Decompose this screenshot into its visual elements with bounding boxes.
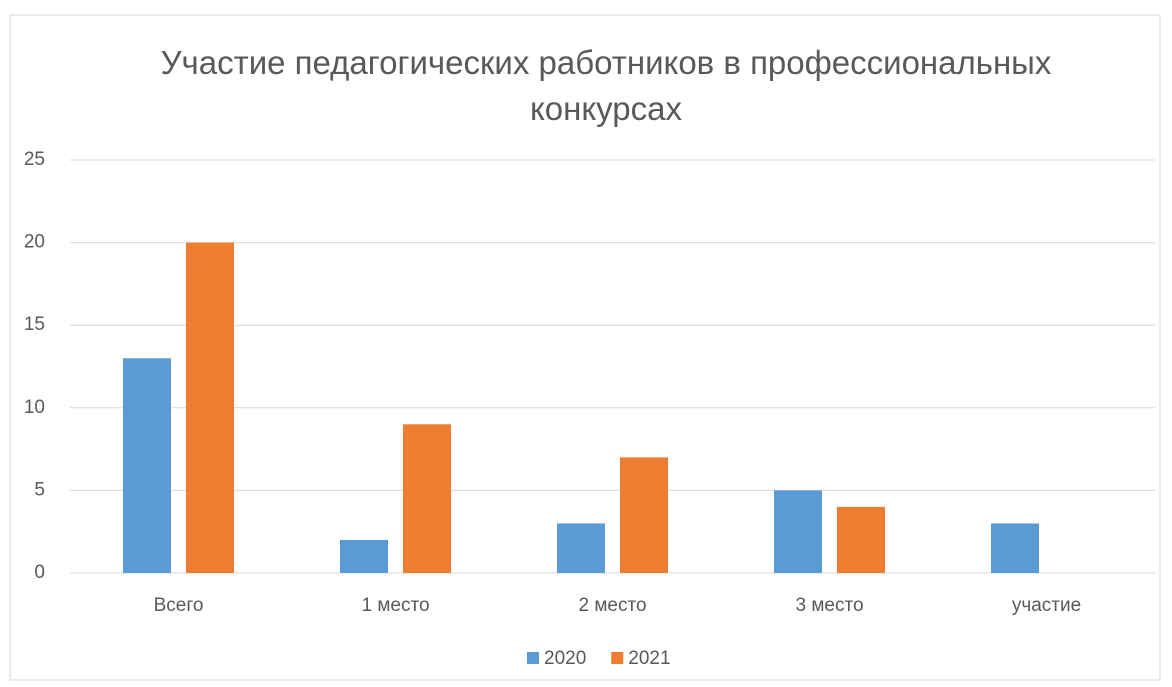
y-tick-label: 15	[24, 314, 45, 335]
bar	[991, 523, 1039, 573]
bar	[340, 539, 388, 573]
x-tick-label: участие	[1012, 595, 1081, 616]
legend-label: 2021	[628, 648, 670, 669]
bar	[620, 457, 668, 573]
x-tick-label: Всего	[154, 595, 204, 616]
chart-title: Участие педагогических работников в проф…	[160, 44, 1052, 127]
y-tick-label: 25	[24, 149, 45, 170]
legend-swatch	[527, 652, 539, 664]
legend-label: 2020	[544, 648, 586, 669]
x-tick-label: 2 место	[578, 595, 646, 616]
x-tick-label: 1 место	[361, 595, 429, 616]
bar	[186, 242, 234, 573]
bar	[123, 358, 171, 573]
bar	[837, 506, 885, 573]
bar	[403, 424, 451, 573]
bar	[557, 523, 605, 573]
y-tick-label: 5	[34, 479, 45, 500]
bar	[774, 490, 822, 573]
y-tick-label: 20	[24, 232, 45, 253]
x-tick-label: 3 место	[795, 595, 863, 616]
legend-swatch	[611, 652, 624, 664]
y-tick-label: 0	[34, 562, 45, 583]
y-tick-label: 10	[24, 397, 45, 418]
